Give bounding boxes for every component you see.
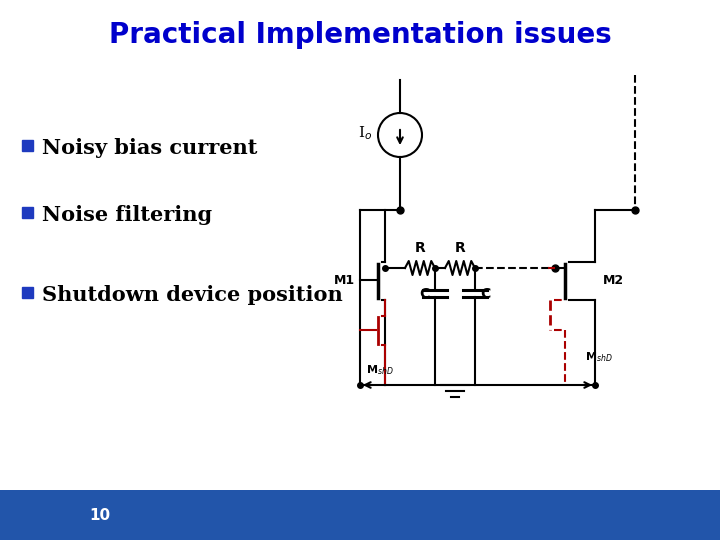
FancyBboxPatch shape [22, 140, 33, 151]
Text: Noise filtering: Noise filtering [42, 205, 212, 225]
Text: M2: M2 [603, 273, 624, 287]
FancyBboxPatch shape [0, 490, 720, 540]
Text: Shutdown device position: Shutdown device position [42, 285, 343, 305]
Text: Practical Implementation issues: Practical Implementation issues [109, 21, 611, 49]
FancyBboxPatch shape [22, 287, 33, 298]
Text: R: R [454, 241, 465, 255]
Text: R: R [415, 241, 426, 255]
FancyBboxPatch shape [22, 207, 33, 218]
Text: M$_{shD}$: M$_{shD}$ [366, 363, 394, 377]
Text: 10: 10 [89, 508, 111, 523]
Text: C: C [420, 287, 430, 300]
Text: M$_{shD}$: M$_{shD}$ [585, 350, 613, 364]
Text: M1: M1 [334, 273, 355, 287]
Text: I$_o$: I$_o$ [358, 124, 372, 142]
Text: Noisy bias current: Noisy bias current [42, 138, 257, 158]
Text: C: C [480, 287, 490, 300]
